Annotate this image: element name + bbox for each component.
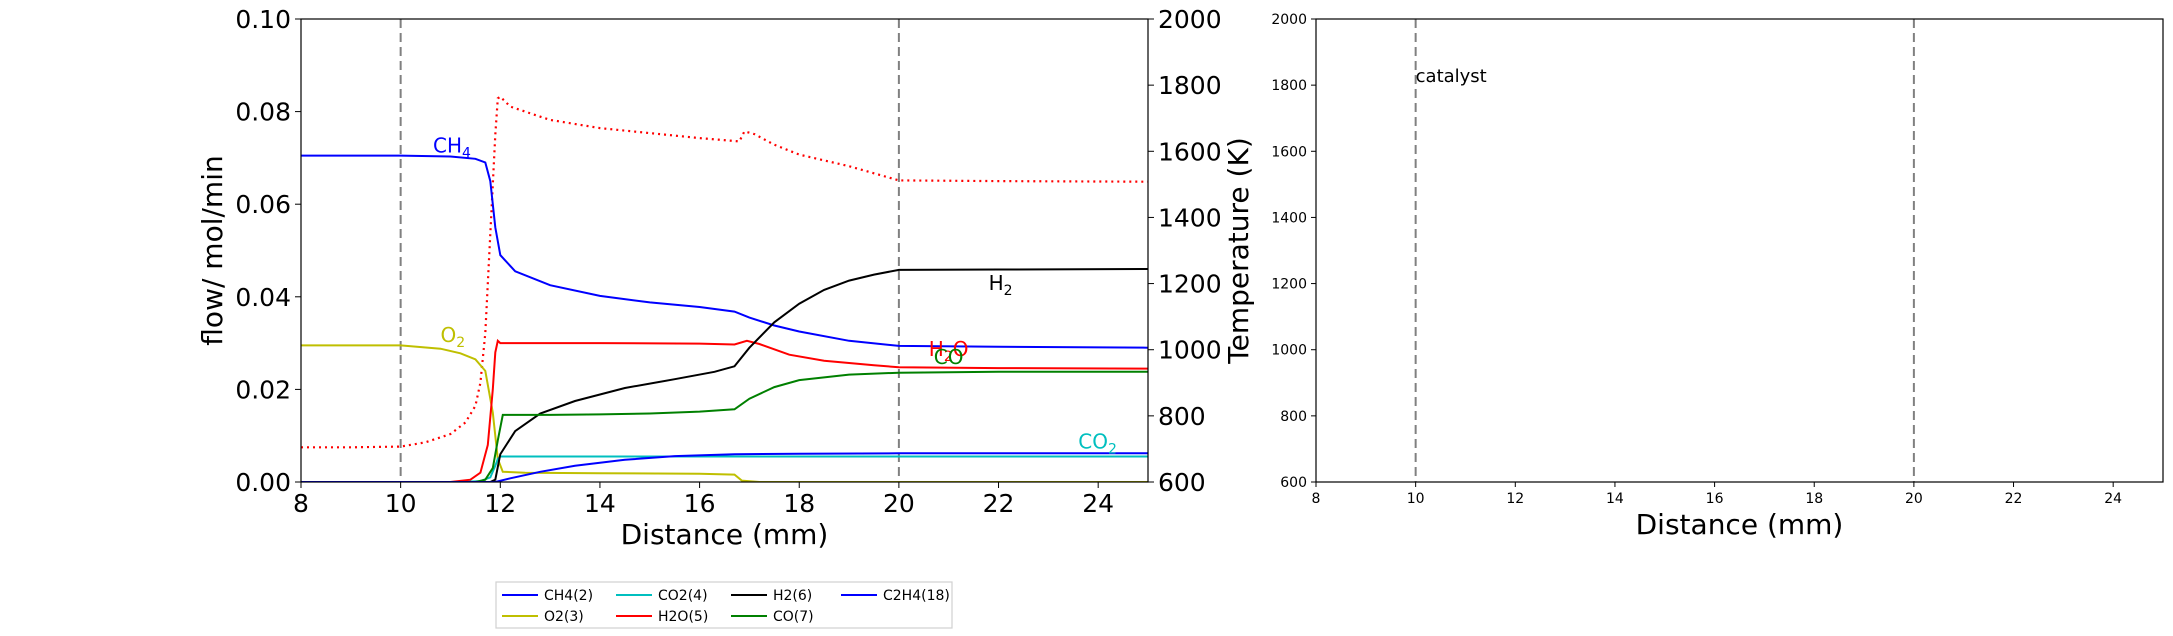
axes-frame-1 [300, 18, 1149, 483]
x-tick-label: 18 [1805, 491, 1823, 507]
series-line-O2(3) [301, 344, 1148, 482]
legend-frame [495, 581, 953, 629]
y-tick-label: 0.08 [235, 98, 291, 127]
x-tick-label: 12 [484, 489, 516, 518]
chart-1: 8 10 12 14 16 18 20 22 24 0.00 0.02 0.04 0.06 0.08 0.1… [196, 5, 1255, 551]
y2-tick-label: 1600 [1158, 137, 1222, 166]
y2-tick-label: 600 [1158, 468, 1206, 497]
y-tick-label: 1400 [1271, 210, 1307, 226]
y-tick-label: 600 [1280, 475, 1307, 491]
y2-tick-label: 1400 [1158, 203, 1222, 232]
y-tick-label: 0.04 [235, 283, 291, 312]
y-tick-label: 0.10 [235, 5, 291, 34]
series-line-H2O(5) [301, 338, 1148, 482]
series-annotation: O2 [441, 323, 466, 351]
y2-tick-label: 1200 [1158, 270, 1222, 299]
chart-2: 8 10 12 14 16 18 20 22 24 600 800 1000 1200 1400 1600 1… [1271, 12, 2164, 541]
legend-entry-label: CO(7) [773, 609, 814, 625]
series-annotation: CH4 [433, 133, 471, 161]
series-annotation: H2 [989, 271, 1013, 299]
x-axis-label-2: Distance (mm) [1636, 508, 1844, 541]
y-tick-label: 1200 [1271, 277, 1307, 293]
x-tick-label: 10 [1407, 491, 1425, 507]
x-tick-label: 16 [1706, 491, 1724, 507]
series-line-C2H4(18) [301, 452, 1148, 482]
x-tick-label: 10 [385, 489, 417, 518]
y2-tick-label: 1000 [1158, 336, 1222, 365]
x-tick-label: 22 [2005, 491, 2023, 507]
catalyst-annotation: catalyst [1416, 66, 1487, 87]
y-tick-label: 1000 [1271, 343, 1307, 359]
series-annotation: CO2 [1078, 430, 1117, 458]
x-tick-label: 22 [983, 489, 1015, 518]
x-axis-label-1: Distance (mm) [621, 518, 829, 551]
x-tick-label: 8 [1312, 491, 1321, 507]
x-tick-label: 24 [2104, 491, 2122, 507]
y-tick-label: 0.00 [235, 468, 291, 497]
series-line-CH4(2) [301, 154, 1148, 349]
legend-entry-label: O2(3) [544, 609, 584, 625]
y2-tick-label: 800 [1158, 402, 1206, 431]
legend: CH4(2) O2(3) CO2(4) H2O(5) H2(6) CO(7) C2H4(18… [495, 581, 953, 629]
series-annotation: CO [934, 345, 964, 369]
x-tick-label: 18 [783, 489, 815, 518]
y-tick-label: 0.06 [235, 190, 291, 219]
y-tick-label: 800 [1280, 409, 1307, 425]
series-line-CO2(4) [301, 455, 1148, 482]
series-line-H2(6) [301, 268, 1148, 482]
y2-tick-label: 2000 [1158, 5, 1222, 34]
x-tick-label: 14 [584, 489, 616, 518]
legend-entry-label: H2O(5) [658, 609, 708, 625]
y-tick-label: 2000 [1271, 12, 1307, 28]
legend-entry-label: H2(6) [773, 588, 812, 604]
legend-entry-label: C2H4(18) [883, 588, 950, 604]
x-tick-label: 24 [1082, 489, 1114, 518]
y-tick-label: 1800 [1271, 78, 1307, 94]
y-tick-label: 0.02 [235, 375, 291, 404]
x-tick-label: 20 [883, 489, 915, 518]
series-line-CO(7) [301, 370, 1148, 482]
y-tick-label: 1600 [1271, 144, 1307, 160]
x-tick-label: 20 [1905, 491, 1923, 507]
axes-frame-2 [1315, 18, 2164, 483]
plot-area-1 [301, 95, 1148, 482]
temperature-line [301, 95, 1148, 449]
x-tick-label: 16 [684, 489, 716, 518]
y2-tick-label: 1800 [1158, 71, 1222, 100]
legend-entry-label: CH4(2) [544, 588, 593, 604]
legend-entry-label: CO2(4) [658, 588, 708, 604]
x-tick-label: 14 [1606, 491, 1624, 507]
y-axis-label: flow/ mol/min [196, 155, 229, 345]
x-tick-label: 8 [293, 489, 309, 518]
x-tick-label: 12 [1506, 491, 1524, 507]
y2-axis-label: Temperature (K) [1222, 137, 1255, 364]
